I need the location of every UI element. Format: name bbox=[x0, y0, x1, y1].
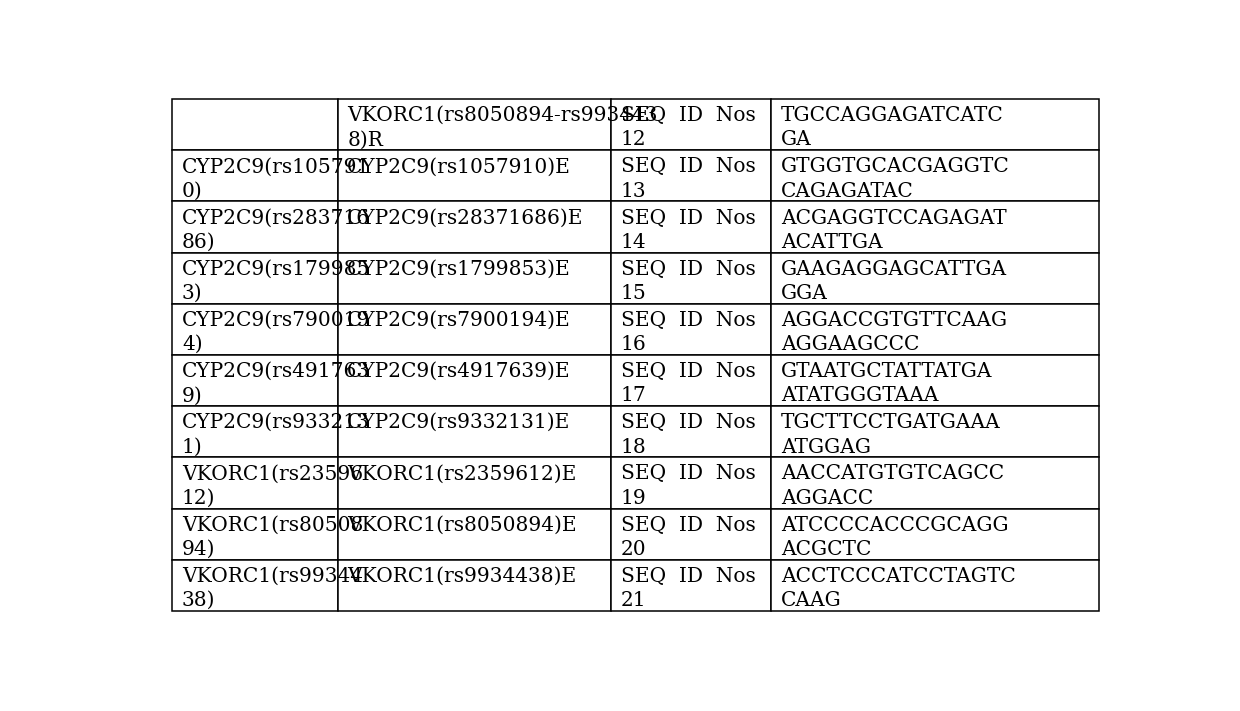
Text: SEQ  ID  Nos
21: SEQ ID Nos 21 bbox=[620, 567, 755, 610]
Bar bbox=[172, 560, 337, 611]
Text: CYP2C9(rs105791
0): CYP2C9(rs105791 0) bbox=[182, 157, 371, 201]
Text: TGCTTCCTGATGAAA
ATGGAG: TGCTTCCTGATGAAA ATGGAG bbox=[781, 413, 1001, 456]
Text: AGGACCGTGTTCAAG
AGGAAGCCC: AGGACCGTGTTCAAG AGGAAGCCC bbox=[781, 311, 1007, 354]
Bar bbox=[611, 252, 771, 304]
Bar bbox=[337, 508, 611, 560]
Text: CYP2C9(rs790019
4): CYP2C9(rs790019 4) bbox=[182, 311, 371, 354]
Bar bbox=[771, 457, 1099, 508]
Text: SEQ  ID  Nos
19: SEQ ID Nos 19 bbox=[620, 464, 755, 508]
Text: CYP2C9(rs491763
9): CYP2C9(rs491763 9) bbox=[182, 362, 370, 405]
Text: ATCCCCACCCGCAGG
ACGCTC: ATCCCCACCCGCAGG ACGCTC bbox=[781, 515, 1008, 559]
Text: CYP2C9(rs283716
86): CYP2C9(rs283716 86) bbox=[182, 208, 370, 252]
Bar bbox=[337, 355, 611, 406]
Bar bbox=[771, 560, 1099, 611]
Bar bbox=[611, 150, 771, 201]
Bar bbox=[611, 406, 771, 457]
Text: SEQ  ID  Nos
15: SEQ ID Nos 15 bbox=[620, 260, 755, 303]
Text: SEQ  ID  Nos
14: SEQ ID Nos 14 bbox=[620, 208, 755, 252]
Bar bbox=[172, 99, 337, 150]
Text: CYP2C9(rs179985
3): CYP2C9(rs179985 3) bbox=[182, 260, 371, 303]
Bar bbox=[771, 355, 1099, 406]
Bar bbox=[611, 201, 771, 252]
Text: VKORC1(rs9934438)E: VKORC1(rs9934438)E bbox=[347, 567, 577, 586]
Text: CYP2C9(rs28371686)E: CYP2C9(rs28371686)E bbox=[347, 208, 584, 228]
Bar bbox=[337, 560, 611, 611]
Text: CYP2C9(rs1057910)E: CYP2C9(rs1057910)E bbox=[347, 157, 572, 176]
Bar bbox=[337, 457, 611, 508]
Text: AACCATGTGTCAGCC
AGGACC: AACCATGTGTCAGCC AGGACC bbox=[781, 464, 1004, 508]
Bar bbox=[771, 252, 1099, 304]
Bar bbox=[611, 304, 771, 355]
Text: VKORC1(rs80508
94): VKORC1(rs80508 94) bbox=[182, 515, 363, 559]
Bar bbox=[337, 304, 611, 355]
Text: ACCTCCCATCCTAGTC
CAAG: ACCTCCCATCCTAGTC CAAG bbox=[781, 567, 1016, 610]
Bar bbox=[611, 99, 771, 150]
Text: GAAGAGGAGCATTGA
GGA: GAAGAGGAGCATTGA GGA bbox=[781, 260, 1007, 303]
Bar bbox=[172, 252, 337, 304]
Bar bbox=[771, 150, 1099, 201]
Text: SEQ  ID  Nos
12: SEQ ID Nos 12 bbox=[620, 106, 755, 149]
Bar bbox=[337, 406, 611, 457]
Bar bbox=[611, 508, 771, 560]
Bar bbox=[337, 150, 611, 201]
Text: VKORC1(rs8050894-rs993443
8)R: VKORC1(rs8050894-rs993443 8)R bbox=[347, 106, 657, 149]
Bar bbox=[771, 304, 1099, 355]
Bar bbox=[172, 457, 337, 508]
Text: GTGGTGCACGAGGTC
CAGAGATAC: GTGGTGCACGAGGTC CAGAGATAC bbox=[781, 157, 1009, 201]
Text: VKORC1(rs2359612)E: VKORC1(rs2359612)E bbox=[347, 464, 577, 483]
Bar bbox=[611, 560, 771, 611]
Text: VKORC1(rs23596
12): VKORC1(rs23596 12) bbox=[182, 464, 363, 508]
Text: VKORC1(rs99344
38): VKORC1(rs99344 38) bbox=[182, 567, 363, 610]
Bar bbox=[172, 355, 337, 406]
Bar bbox=[172, 508, 337, 560]
Bar bbox=[771, 508, 1099, 560]
Bar bbox=[337, 252, 611, 304]
Text: CYP2C9(rs1799853)E: CYP2C9(rs1799853)E bbox=[347, 260, 572, 279]
Text: TGCCAGGAGATCATC
GA: TGCCAGGAGATCATC GA bbox=[781, 106, 1003, 149]
Text: GTAATGCTATTATGA
ATATGGGTAAA: GTAATGCTATTATGA ATATGGGTAAA bbox=[781, 362, 992, 405]
Bar bbox=[172, 406, 337, 457]
Text: SEQ  ID  Nos
18: SEQ ID Nos 18 bbox=[620, 413, 755, 456]
Text: SEQ  ID  Nos
17: SEQ ID Nos 17 bbox=[620, 362, 755, 405]
Text: SEQ  ID  Nos
13: SEQ ID Nos 13 bbox=[620, 157, 755, 201]
Bar bbox=[611, 457, 771, 508]
Text: CYP2C9(rs933213
1): CYP2C9(rs933213 1) bbox=[182, 413, 370, 456]
Bar bbox=[172, 304, 337, 355]
Bar bbox=[611, 355, 771, 406]
Text: SEQ  ID  Nos
20: SEQ ID Nos 20 bbox=[620, 515, 755, 559]
Bar bbox=[771, 201, 1099, 252]
Text: CYP2C9(rs4917639)E: CYP2C9(rs4917639)E bbox=[347, 362, 570, 381]
Bar bbox=[771, 406, 1099, 457]
Bar bbox=[172, 201, 337, 252]
Text: SEQ  ID  Nos
16: SEQ ID Nos 16 bbox=[620, 311, 755, 354]
Bar bbox=[337, 201, 611, 252]
Bar bbox=[337, 99, 611, 150]
Text: CYP2C9(rs7900194)E: CYP2C9(rs7900194)E bbox=[347, 311, 572, 330]
Bar bbox=[771, 99, 1099, 150]
Bar bbox=[172, 150, 337, 201]
Text: VKORC1(rs8050894)E: VKORC1(rs8050894)E bbox=[347, 515, 577, 535]
Text: CYP2C9(rs9332131)E: CYP2C9(rs9332131)E bbox=[347, 413, 570, 432]
Text: ACGAGGTCCAGAGAT
ACATTGA: ACGAGGTCCAGAGAT ACATTGA bbox=[781, 208, 1007, 252]
